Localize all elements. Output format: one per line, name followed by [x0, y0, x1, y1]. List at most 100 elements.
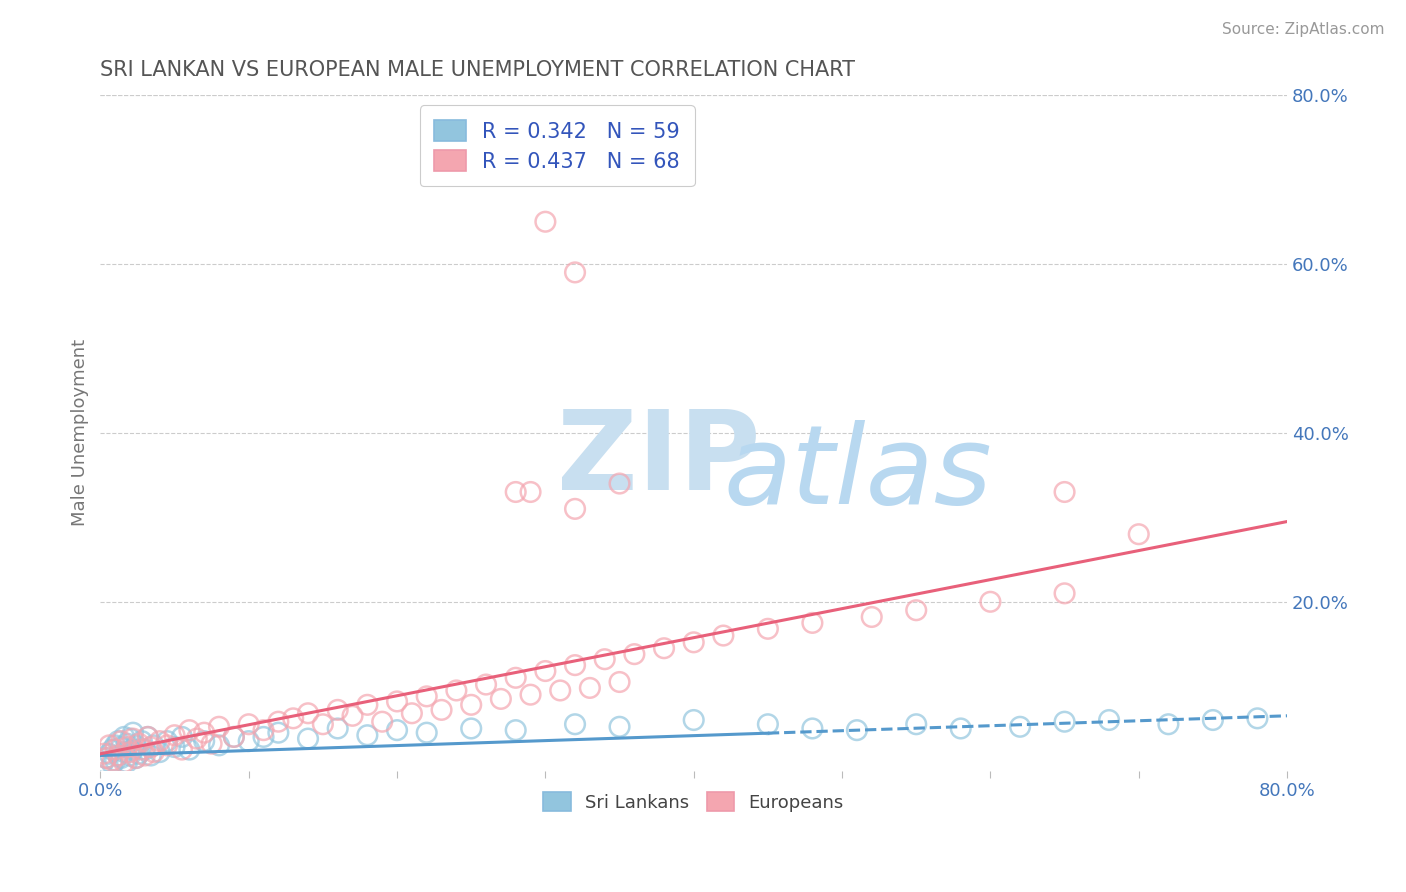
Point: [860, 610, 883, 624]
Point: [142, 745, 165, 759]
Point: [1053, 485, 1076, 500]
Point: [112, 745, 135, 759]
Point: [283, 711, 305, 725]
Point: [1098, 713, 1121, 727]
Point: [128, 747, 150, 761]
Point: [163, 739, 186, 754]
Point: [91, 756, 114, 770]
Point: [125, 751, 148, 765]
Point: [115, 737, 138, 751]
Text: Source: ZipAtlas.com: Source: ZipAtlas.com: [1222, 22, 1385, 37]
Point: [193, 725, 215, 739]
Point: [201, 737, 224, 751]
Point: [238, 717, 260, 731]
Point: [136, 730, 159, 744]
Point: [170, 730, 193, 744]
Point: [107, 748, 129, 763]
Point: [312, 717, 335, 731]
Point: [385, 723, 408, 738]
Point: [101, 756, 124, 771]
Point: [534, 664, 557, 678]
Point: [208, 720, 231, 734]
Point: [430, 703, 453, 717]
Point: [128, 737, 150, 751]
Point: [156, 734, 179, 748]
Point: [101, 742, 124, 756]
Point: [652, 641, 675, 656]
Point: [110, 734, 132, 748]
Point: [415, 725, 437, 739]
Point: [756, 622, 779, 636]
Point: [756, 717, 779, 731]
Point: [149, 734, 172, 748]
Point: [112, 756, 135, 770]
Point: [139, 739, 162, 754]
Point: [179, 742, 201, 756]
Point: [342, 708, 364, 723]
Point: [96, 751, 118, 765]
Point: [519, 688, 541, 702]
Point: [446, 683, 468, 698]
Point: [118, 745, 141, 759]
Point: [623, 647, 645, 661]
Point: [179, 723, 201, 738]
Point: [609, 720, 631, 734]
Point: [801, 722, 824, 736]
Point: [682, 713, 704, 727]
Point: [238, 734, 260, 748]
Text: ZIP: ZIP: [557, 407, 761, 514]
Point: [564, 717, 586, 731]
Point: [193, 734, 215, 748]
Point: [125, 751, 148, 765]
Point: [98, 747, 121, 761]
Point: [505, 723, 527, 738]
Point: [682, 635, 704, 649]
Point: [460, 698, 482, 712]
Point: [548, 683, 571, 698]
Point: [564, 265, 586, 279]
Point: [222, 730, 245, 744]
Point: [505, 671, 527, 685]
Point: [460, 722, 482, 736]
Point: [104, 754, 127, 768]
Point: [579, 681, 602, 695]
Point: [1246, 711, 1268, 725]
Text: atlas: atlas: [723, 420, 993, 527]
Point: [118, 748, 141, 763]
Point: [801, 615, 824, 630]
Point: [149, 745, 172, 759]
Point: [107, 734, 129, 748]
Point: [122, 731, 145, 746]
Point: [110, 751, 132, 765]
Point: [186, 731, 208, 746]
Point: [101, 754, 124, 768]
Point: [475, 677, 498, 691]
Point: [136, 730, 159, 744]
Point: [1202, 713, 1225, 727]
Point: [845, 723, 868, 738]
Point: [371, 714, 394, 729]
Point: [115, 739, 138, 754]
Point: [1053, 586, 1076, 600]
Point: [252, 730, 274, 744]
Point: [1128, 527, 1150, 541]
Point: [156, 739, 179, 753]
Point: [401, 706, 423, 721]
Point: [163, 728, 186, 742]
Point: [385, 694, 408, 708]
Point: [96, 751, 118, 765]
Point: [118, 731, 141, 746]
Point: [905, 717, 928, 731]
Point: [142, 739, 165, 753]
Point: [91, 747, 114, 761]
Point: [104, 739, 127, 753]
Point: [125, 739, 148, 753]
Point: [1053, 714, 1076, 729]
Point: [979, 595, 1001, 609]
Point: [131, 734, 153, 748]
Point: [711, 629, 734, 643]
Point: [326, 722, 349, 736]
Point: [609, 675, 631, 690]
Point: [252, 723, 274, 738]
Point: [1157, 717, 1180, 731]
